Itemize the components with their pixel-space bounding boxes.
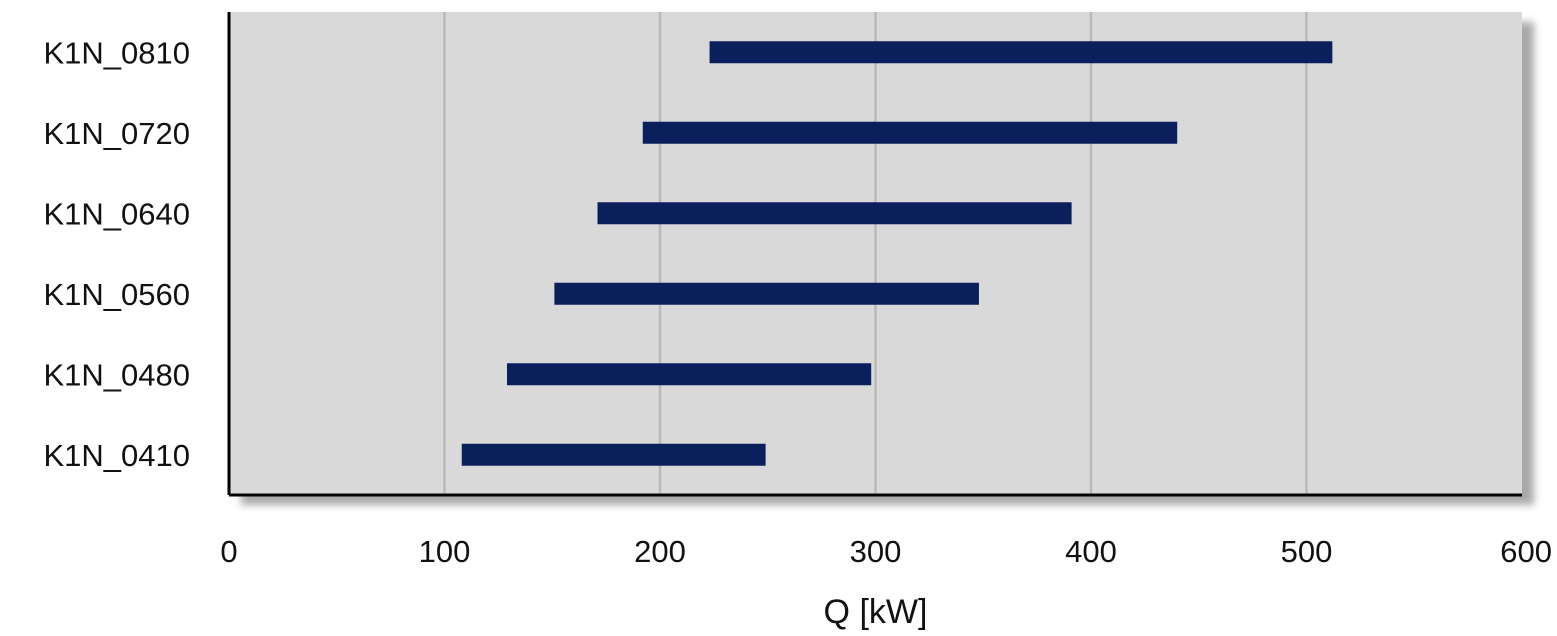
x-tick-label: 500 [1281,534,1333,569]
y-tick-label: K1N_0560 [43,277,190,312]
bar-K1N_0720 [642,121,1178,144]
x-tick-label: 200 [634,534,686,569]
x-tick-labels: 0 100 200 300 400 500 600 [220,534,1552,569]
gridlines [443,12,1308,495]
x-tick-label: 400 [1065,534,1117,569]
x-axis-title: Q [kW] [824,593,928,631]
y-tick-labels: K1N_0810 K1N_0720 K1N_0640 K1N_0560 K1N_0480… [43,35,190,473]
bar-K1N_0410 [461,443,766,466]
x-tick-label: 600 [1500,534,1552,569]
bar-K1N_0480 [506,363,872,386]
bar-K1N_0560 [554,282,979,305]
y-tick-label: K1N_0410 [43,438,190,473]
bar-K1N_0810 [709,41,1333,64]
x-tick-label: 0 [220,534,237,569]
x-tick-label: 300 [850,534,902,569]
y-tick-label: K1N_0810 [43,35,190,70]
y-tick-label: K1N_0480 [43,357,190,392]
y-tick-label: K1N_0720 [43,116,190,151]
bar-K1N_0640 [597,202,1072,225]
bars [461,41,1333,466]
x-tick-label: 100 [419,534,471,569]
y-tick-label: K1N_0640 [43,196,190,231]
